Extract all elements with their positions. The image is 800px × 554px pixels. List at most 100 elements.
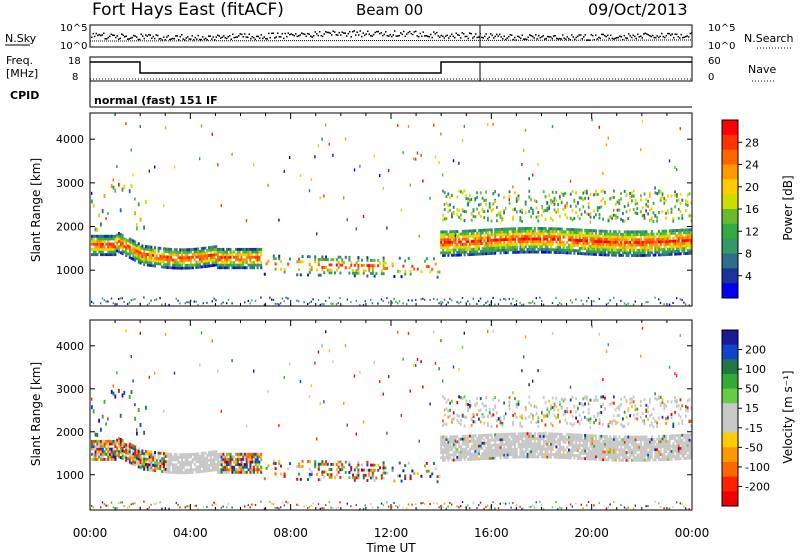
power-cell: [164, 250, 167, 254]
power-cell: [659, 248, 662, 252]
noise-dot: [214, 38, 216, 41]
velocity-cell: [121, 451, 124, 455]
power-cell: [233, 266, 236, 270]
power-cell: [620, 240, 623, 244]
velocity-cell: [479, 454, 482, 458]
power-cell: [668, 234, 671, 238]
noise-dot: [178, 39, 180, 41]
power-cell: [101, 253, 104, 257]
power-cell: [240, 255, 243, 259]
power-cell: [577, 238, 579, 242]
velocity-cell: [537, 432, 540, 436]
velocity-cell: [508, 448, 511, 452]
velocity-cell: [474, 434, 477, 438]
power-cell: [96, 253, 99, 257]
velocity-cell: [231, 506, 233, 509]
power-cell: [278, 303, 280, 306]
power-cell: [661, 234, 664, 238]
velocity-cell: [526, 455, 529, 459]
power-cell: [668, 245, 671, 249]
power-cell: [186, 253, 189, 257]
power-cell: [127, 244, 129, 248]
velocity-cell: [517, 402, 520, 406]
power-cell: [659, 235, 662, 238]
power-cell: [227, 266, 230, 270]
power-cell: [452, 253, 455, 257]
velocity-cell: [469, 455, 471, 459]
power-cell: [425, 265, 428, 269]
power-cell: [98, 247, 101, 251]
power-cell: [130, 249, 133, 252]
velocity-cell: [487, 433, 489, 437]
power-cell: [325, 299, 327, 302]
power-cell: [472, 239, 475, 243]
velocity-cell: [377, 463, 380, 467]
noise-dot: [484, 35, 486, 38]
noise-dot: [491, 34, 493, 37]
velocity-cell: [110, 455, 113, 459]
power-cell: [105, 247, 108, 251]
power-cell: [449, 195, 451, 199]
power-cell: [134, 240, 137, 244]
power-cell: [110, 245, 113, 249]
velocity-cell: [146, 450, 149, 454]
power-cell: [506, 232, 509, 236]
power-cell: [130, 251, 133, 255]
velocity-cell: [544, 442, 547, 446]
velocity-cell: [298, 464, 300, 468]
power-cell: [551, 227, 554, 231]
velocity-cell: [442, 453, 444, 457]
velocity-cell: [244, 505, 246, 508]
velocity-cell: [398, 461, 401, 465]
power-cell: [251, 253, 254, 257]
power-cell: [674, 231, 677, 235]
velocity-cell: [314, 361, 316, 365]
velocity-cell: [472, 455, 475, 459]
power-cell: [458, 240, 461, 244]
power-cell: [296, 273, 299, 277]
velocity-cell: [542, 434, 545, 438]
power-cell: [636, 251, 639, 255]
velocity-cell: [546, 434, 549, 438]
power-cell: [357, 269, 360, 273]
velocity-cell: [506, 443, 509, 446]
power-cell: [649, 243, 651, 247]
velocity-cell: [485, 433, 488, 437]
power-cell: [494, 249, 497, 253]
power-cell: [683, 241, 686, 245]
velocity-cell: [157, 461, 160, 465]
velocity-cell: [505, 456, 507, 459]
power-cell: [506, 235, 509, 239]
velocity-cell: [461, 413, 464, 417]
velocity-cell: [103, 442, 106, 446]
power-cell: [92, 242, 95, 246]
power-cell: [560, 303, 563, 306]
velocity-cell: [132, 444, 135, 448]
power-cell: [578, 241, 581, 245]
power-cell: [663, 247, 666, 251]
power-cell: [569, 204, 572, 208]
power-cell: [170, 247, 173, 251]
velocity-cell: [440, 504, 442, 507]
power-cell: [580, 196, 583, 200]
power-cell: [609, 215, 612, 219]
power-cell: [200, 247, 203, 251]
velocity-cell: [251, 465, 254, 469]
power-cell: [276, 302, 278, 305]
power-cell: [101, 245, 104, 249]
velocity-cell: [258, 460, 261, 464]
power-cell: [533, 229, 536, 233]
power-cell: [560, 232, 563, 236]
velocity-cell: [506, 440, 509, 444]
velocity-cell: [245, 457, 248, 461]
power-cell: [580, 228, 583, 232]
power-cell: [109, 253, 111, 257]
power-cell: [589, 229, 592, 233]
power-cell: [575, 211, 577, 215]
power-cell: [656, 192, 658, 196]
power-cell: [539, 240, 542, 244]
power-cell: [587, 252, 590, 256]
power-cell: [521, 211, 523, 215]
power-cell: [148, 302, 150, 305]
velocity-cell: [355, 465, 358, 469]
